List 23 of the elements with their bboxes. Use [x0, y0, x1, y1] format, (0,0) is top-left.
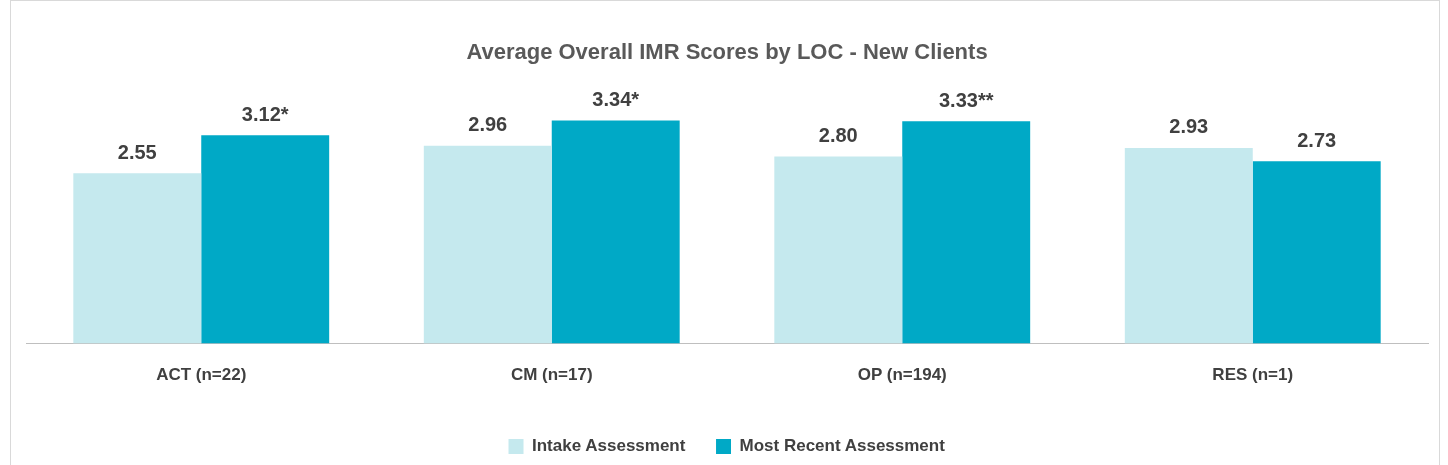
bar — [1124, 147, 1253, 344]
legend-label: Intake Assessment — [532, 436, 686, 456]
chart-title: Average Overall IMR Scores by LOC - New Clients — [466, 39, 988, 65]
bar — [902, 121, 1031, 344]
data-label: 3.34* — [592, 88, 640, 110]
data-label: 2.80 — [818, 124, 858, 147]
legend-label: Most Recent Assessment — [739, 436, 946, 456]
bar — [201, 135, 330, 344]
data-label: 2.96 — [468, 113, 508, 136]
bar — [1252, 161, 1381, 344]
data-label: 3.12* — [241, 102, 289, 125]
data-label: 2.73 — [1297, 128, 1337, 151]
bar — [774, 156, 903, 344]
x-tick-label: ACT (n=22) — [156, 365, 247, 385]
bar — [551, 120, 680, 344]
x-tick-label: OP (n=194) — [857, 365, 947, 385]
data-label: 2.93 — [1169, 115, 1209, 138]
data-label: 2.55 — [117, 140, 157, 163]
bar — [423, 145, 552, 344]
x-tick-label: RES (n=1) — [1212, 365, 1294, 385]
data-label: 3.33** — [938, 88, 994, 111]
bar — [73, 173, 202, 344]
x-tick-label: CM (n=17) — [510, 365, 593, 385]
